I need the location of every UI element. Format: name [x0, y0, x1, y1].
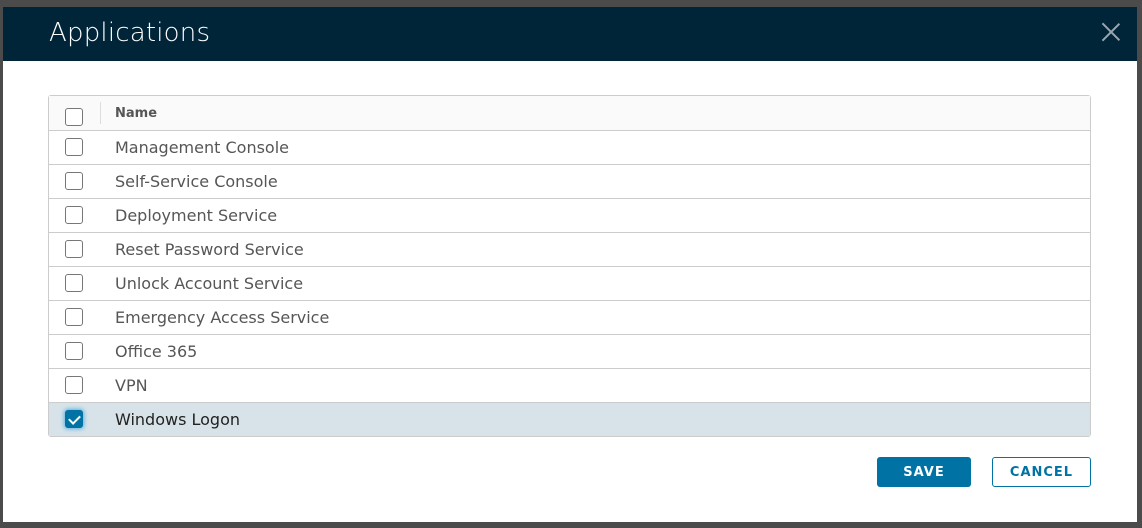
table-row[interactable]: Windows Logon	[49, 403, 1090, 436]
application-name: Management Console	[115, 138, 289, 157]
application-name: Deployment Service	[115, 206, 278, 225]
select-all-checkbox[interactable]	[65, 108, 83, 126]
applications-dialog: Applications Name Management Console Self…	[3, 7, 1137, 522]
row-checkbox[interactable]	[65, 308, 83, 326]
row-checkbox[interactable]	[65, 172, 83, 190]
table-row[interactable]: Unlock Account Service	[49, 267, 1090, 301]
application-name: VPN	[115, 376, 148, 395]
dialog-header: Applications	[3, 7, 1137, 61]
table-row[interactable]: Self-Service Console	[49, 165, 1090, 199]
row-checkbox[interactable]	[65, 376, 83, 394]
column-divider	[100, 102, 101, 124]
close-icon[interactable]	[1099, 20, 1123, 44]
column-header-name[interactable]: Name	[115, 106, 158, 121]
table-row[interactable]: VPN	[49, 369, 1090, 403]
table-row[interactable]: Reset Password Service	[49, 233, 1090, 267]
cancel-button[interactable]: CANCEL	[992, 457, 1091, 487]
dialog-title: Applications	[49, 18, 211, 48]
row-checkbox[interactable]	[65, 274, 83, 292]
row-checkbox[interactable]	[65, 240, 83, 258]
table-row[interactable]: Office 365	[49, 335, 1090, 369]
application-name: Windows Logon	[115, 410, 241, 429]
application-name: Emergency Access Service	[115, 308, 330, 327]
table-row[interactable]: Emergency Access Service	[49, 301, 1090, 335]
row-checkbox[interactable]	[65, 342, 83, 360]
row-checkbox[interactable]	[65, 410, 83, 428]
application-name: Unlock Account Service	[115, 274, 304, 293]
table-row[interactable]: Deployment Service	[49, 199, 1090, 233]
applications-table: Name Management Console Self-Service Cons…	[48, 95, 1091, 437]
application-name: Self-Service Console	[115, 172, 278, 191]
checkmark-icon	[68, 412, 81, 425]
application-name: Reset Password Service	[115, 240, 304, 259]
save-button[interactable]: SAVE	[877, 457, 971, 487]
application-name: Office 365	[115, 342, 198, 361]
table-header: Name	[49, 96, 1090, 131]
table-row[interactable]: Management Console	[49, 131, 1090, 165]
row-checkbox[interactable]	[65, 138, 83, 156]
row-checkbox[interactable]	[65, 206, 83, 224]
